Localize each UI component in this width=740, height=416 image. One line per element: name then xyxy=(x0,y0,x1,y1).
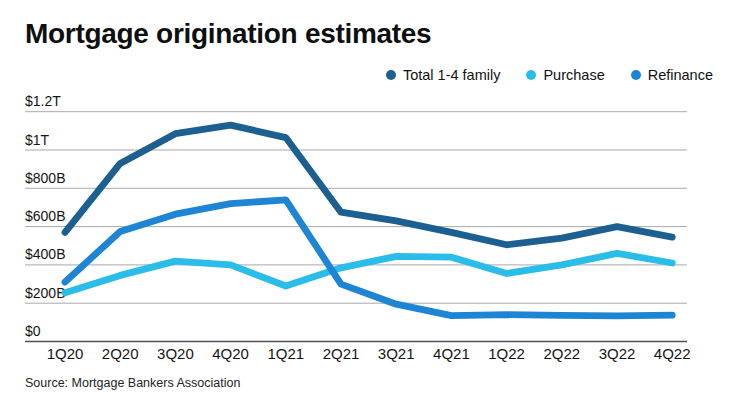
chart-card: { "header": { "title": "Mortgage origina… xyxy=(0,0,740,416)
x-tick-label: 3Q21 xyxy=(378,345,415,362)
x-tick-label: 2Q20 xyxy=(102,345,139,362)
x-tick-label: 1Q20 xyxy=(47,345,84,362)
x-tick-label: 1Q21 xyxy=(267,345,304,362)
y-tick-label: $200B xyxy=(25,285,65,301)
x-tick-label: 3Q20 xyxy=(157,345,194,362)
y-tick-label: $400B xyxy=(25,246,65,262)
x-tick-label: 2Q21 xyxy=(323,345,360,362)
x-tick-label: 1Q22 xyxy=(488,345,525,362)
x-tick-label: 2Q22 xyxy=(543,345,580,362)
source-note: Source: Mortgage Bankers Association xyxy=(25,376,240,390)
chart-canvas: $1.2T $1T $800B $600B $400B $200B $0 1Q20 2Q20 3Q… xyxy=(0,0,740,416)
y-tick-label: $600B xyxy=(25,208,65,224)
y-tick-label: $800B xyxy=(25,170,65,186)
x-tick-label: 4Q20 xyxy=(212,345,249,362)
x-tick-label: 3Q22 xyxy=(599,345,636,362)
y-tick-label: $0 xyxy=(25,323,41,339)
x-tick-label: 4Q22 xyxy=(654,345,691,362)
y-tick-label: $1.2T xyxy=(25,93,61,109)
y-tick-label: $1T xyxy=(25,132,50,148)
x-tick-label: 4Q21 xyxy=(433,345,470,362)
series-line-purchase xyxy=(65,253,672,292)
